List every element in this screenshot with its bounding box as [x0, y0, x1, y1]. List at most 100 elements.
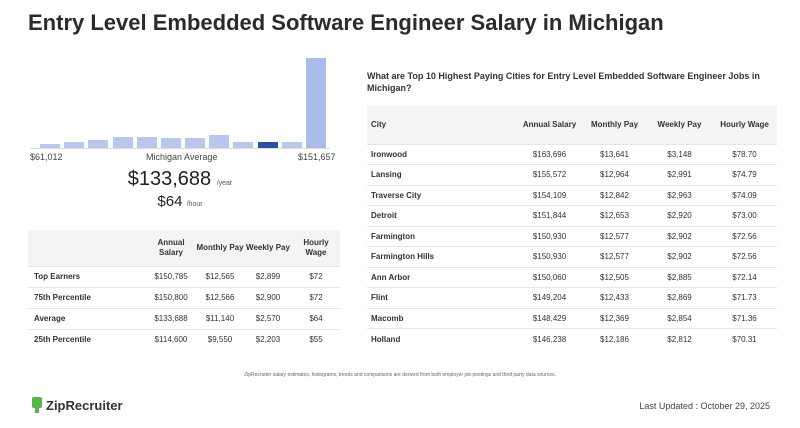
city-name-cell: Lansing — [367, 164, 517, 185]
table-cell: $72.14 — [712, 266, 777, 288]
table-cell: 25th Percentile — [28, 328, 146, 350]
histogram-bar — [88, 139, 109, 148]
table-cell: $12,433 — [582, 287, 647, 308]
table-row: 25th Percentile $114,600 $9,550 $2,203 $… — [28, 328, 340, 350]
histogram-bar — [64, 141, 85, 148]
table-cell: $12,577 — [582, 246, 647, 267]
table-cell: $72.56 — [712, 246, 777, 267]
table-row: Farmington $150,930 $12,577 $2,902 $72.56 — [367, 225, 777, 247]
table-cell: $70.31 — [712, 328, 777, 349]
city-name-cell: Holland — [367, 328, 517, 349]
table-cell: $155,572 — [517, 164, 582, 185]
histogram-bar — [136, 137, 157, 148]
histogram-bar — [281, 141, 302, 148]
percentile-table: Annual Salary Monthly Pay Weekly Pay Hou… — [28, 230, 340, 350]
table-cell: $12,369 — [582, 307, 647, 329]
table-row: Top Earners $150,785 $12,565 $2,899 $72 — [28, 265, 340, 287]
histogram-baseline — [30, 148, 330, 149]
table-cell: $71.36 — [712, 307, 777, 329]
average-annual-value: $133,688 — [127, 168, 212, 190]
table-cell: $71.73 — [712, 287, 777, 308]
city-name-cell: Macomb — [367, 307, 517, 329]
table-cell: $11,140 — [196, 307, 244, 329]
ziprecruiter-logo-icon — [32, 397, 42, 413]
table-cell: $2,570 — [244, 307, 292, 329]
histogram-bar — [257, 141, 278, 148]
percentile-header-cell: Monthly Pay — [196, 242, 244, 252]
logo-text: ZipRecruiter — [46, 397, 123, 413]
city-name-cell: Traverse City — [367, 184, 517, 206]
table-cell: $13,641 — [582, 143, 647, 165]
table-cell: $12,566 — [196, 286, 244, 308]
table-cell: $163,696 — [517, 143, 582, 165]
table-row: Average $133,688 $11,140 $2,570 $64 — [28, 307, 340, 329]
cities-table: City Annual Salary Monthly Pay Weekly Pa… — [367, 106, 777, 349]
table-row: Holland $146,238 $12,186 $2,812 $70.31 — [367, 328, 777, 349]
ziprecruiter-logo[interactable]: ZipRecruiter — [32, 397, 123, 413]
percentile-header-cell: Weekly Pay — [246, 242, 290, 252]
table-cell: $148,429 — [517, 307, 582, 329]
table-cell: $2,991 — [647, 164, 712, 185]
histogram-average-label: Michigan Average — [146, 152, 218, 162]
table-cell: $2,900 — [244, 286, 292, 308]
table-row: Ironwood $163,696 $13,641 $3,148 $78.70 — [367, 143, 777, 165]
percentile-header-cell — [28, 230, 146, 266]
cities-heading: What are Top 10 Highest Paying Cities fo… — [367, 71, 760, 93]
salary-histogram — [38, 58, 328, 148]
table-cell: $2,885 — [647, 266, 712, 288]
table-cell: $55 — [292, 328, 340, 350]
cities-header-cell: Monthly Pay — [590, 119, 639, 129]
table-cell: $12,186 — [582, 328, 647, 349]
table-cell: $78.70 — [712, 143, 777, 165]
table-cell: $2,203 — [244, 328, 292, 350]
table-row: Traverse City $154,109 $12,842 $2,963 $74.09 — [367, 184, 777, 206]
table-cell: $72 — [292, 265, 340, 287]
average-hourly: $64 /hour — [30, 193, 330, 210]
table-cell: $149,204 — [517, 287, 582, 308]
table-cell: $2,899 — [244, 265, 292, 287]
table-cell: Top Earners — [28, 265, 146, 287]
table-cell: $12,842 — [582, 184, 647, 206]
percentile-header-cell: Annual Salary — [157, 237, 185, 257]
city-name-cell: Farmington Hills — [367, 246, 517, 267]
histogram-bar — [185, 138, 206, 148]
histogram-max-label: $151,657 — [298, 152, 336, 162]
table-cell: $2,920 — [647, 205, 712, 226]
table-cell: $150,060 — [517, 266, 582, 288]
histogram-bar — [40, 144, 61, 148]
average-annual: $133,688 /year — [30, 168, 330, 191]
histogram-bar — [305, 58, 326, 148]
average-hourly-unit: /hour — [186, 201, 203, 208]
table-row: Detroit $151,844 $12,653 $2,920 $73.00 — [367, 205, 777, 226]
table-cell: $3,148 — [647, 143, 712, 165]
percentile-header-cell: Hourly Wage — [303, 237, 329, 257]
table-cell: $64 — [292, 307, 340, 329]
histogram-bar — [233, 141, 254, 148]
table-cell: Average — [28, 307, 146, 329]
table-cell: $74.09 — [712, 184, 777, 206]
city-name-cell: Farmington — [367, 225, 517, 247]
table-cell: $72.56 — [712, 225, 777, 247]
table-row: Lansing $155,572 $12,964 $2,991 $74.79 — [367, 164, 777, 185]
table-cell: $154,109 — [517, 184, 582, 206]
table-cell: $12,577 — [582, 225, 647, 247]
table-cell: $2,963 — [647, 184, 712, 206]
city-name-cell: Detroit — [367, 205, 517, 226]
table-cell: $2,902 — [647, 225, 712, 247]
table-row: Macomb $148,429 $12,369 $2,854 $71.36 — [367, 307, 777, 329]
table-cell: $12,505 — [582, 266, 647, 288]
table-cell: $2,869 — [647, 287, 712, 308]
footnote: ZipRecruiter salary estimates, histogram… — [244, 372, 556, 378]
table-cell: $146,238 — [517, 328, 582, 349]
table-cell: $2,812 — [647, 328, 712, 349]
table-cell: $150,785 — [146, 265, 196, 287]
table-cell: $73.00 — [712, 205, 777, 226]
last-updated: Last Updated : October 29, 2025 — [639, 401, 770, 411]
table-cell: $74.79 — [712, 164, 777, 185]
table-row: 75th Percentile $150,800 $12,566 $2,900 … — [28, 286, 340, 308]
table-cell: $150,800 — [146, 286, 196, 308]
table-cell: $133,688 — [146, 307, 196, 329]
page-title: Entry Level Embedded Software Engineer S… — [28, 10, 664, 35]
table-cell: $151,844 — [517, 205, 582, 226]
table-row: Flint $149,204 $12,433 $2,869 $71.73 — [367, 287, 777, 308]
